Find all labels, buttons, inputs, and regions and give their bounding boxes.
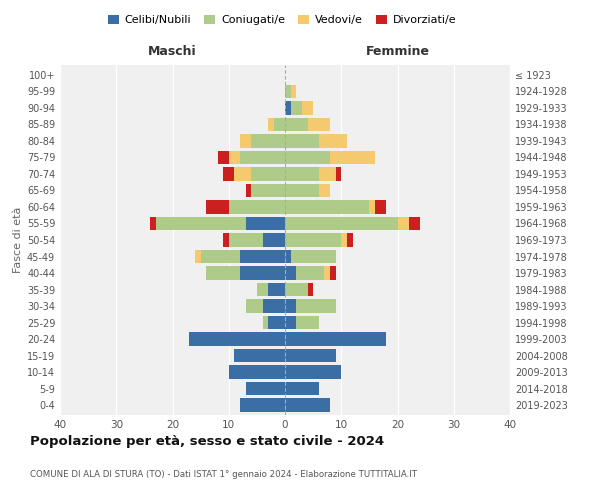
Bar — [229, 150, 240, 164]
Bar — [285, 283, 308, 296]
Y-axis label: Fasce di età: Fasce di età — [13, 207, 23, 273]
Bar — [290, 101, 302, 114]
Text: Femmine: Femmine — [365, 46, 430, 59]
Bar — [330, 266, 335, 280]
Bar — [235, 167, 251, 180]
Bar — [150, 216, 155, 230]
Bar — [296, 300, 335, 313]
Bar — [240, 250, 285, 264]
Bar — [218, 150, 229, 164]
Bar — [268, 283, 285, 296]
Bar — [245, 300, 263, 313]
Bar — [190, 332, 285, 346]
Bar — [251, 134, 285, 147]
Bar — [274, 118, 285, 131]
Bar — [235, 349, 285, 362]
Bar — [263, 316, 268, 330]
Bar — [240, 134, 251, 147]
Text: Popolazione per età, sesso e stato civile - 2024: Popolazione per età, sesso e stato civil… — [30, 435, 384, 448]
Bar — [296, 316, 319, 330]
Bar — [409, 216, 420, 230]
Bar — [325, 266, 330, 280]
Bar — [285, 316, 296, 330]
Bar — [240, 266, 285, 280]
Bar — [285, 216, 398, 230]
Bar — [206, 266, 240, 280]
Bar — [285, 266, 296, 280]
Text: Maschi: Maschi — [148, 46, 197, 59]
Bar — [375, 200, 386, 214]
Bar — [285, 200, 370, 214]
Bar — [251, 167, 285, 180]
Bar — [263, 233, 285, 247]
Bar — [319, 134, 347, 147]
Bar — [263, 300, 285, 313]
Bar — [285, 300, 296, 313]
Bar — [257, 283, 268, 296]
Bar — [268, 316, 285, 330]
Bar — [245, 382, 285, 396]
Bar — [319, 184, 330, 197]
Bar — [330, 150, 375, 164]
Bar — [229, 366, 285, 379]
Bar — [285, 118, 308, 131]
Bar — [290, 250, 335, 264]
Bar — [240, 398, 285, 412]
Bar — [229, 200, 285, 214]
Bar — [335, 167, 341, 180]
Bar — [285, 184, 319, 197]
Bar — [285, 398, 330, 412]
Bar — [240, 150, 285, 164]
Bar — [285, 167, 319, 180]
Bar — [223, 167, 235, 180]
Bar — [319, 167, 335, 180]
Bar — [285, 332, 386, 346]
Bar — [285, 366, 341, 379]
Legend: Celibi/Nubili, Coniugati/e, Vedovi/e, Divorziati/e: Celibi/Nubili, Coniugati/e, Vedovi/e, Di… — [103, 10, 461, 30]
Bar — [296, 266, 325, 280]
Bar — [251, 184, 285, 197]
Bar — [398, 216, 409, 230]
Bar — [229, 233, 263, 247]
Bar — [200, 250, 240, 264]
Bar — [245, 184, 251, 197]
Bar — [206, 200, 229, 214]
Bar — [285, 150, 330, 164]
Bar — [285, 134, 319, 147]
Bar — [195, 250, 200, 264]
Bar — [155, 216, 245, 230]
Bar — [285, 349, 335, 362]
Bar — [285, 382, 319, 396]
Bar — [308, 283, 313, 296]
Text: COMUNE DI ALA DI STURA (TO) - Dati ISTAT 1° gennaio 2024 - Elaborazione TUTTITAL: COMUNE DI ALA DI STURA (TO) - Dati ISTAT… — [30, 470, 417, 479]
Bar — [285, 250, 290, 264]
Bar — [285, 233, 341, 247]
Bar — [370, 200, 375, 214]
Bar — [347, 233, 353, 247]
Bar — [245, 216, 285, 230]
Bar — [302, 101, 313, 114]
Bar — [285, 84, 290, 98]
Bar — [268, 118, 274, 131]
Bar — [285, 101, 290, 114]
Bar — [223, 233, 229, 247]
Bar — [290, 84, 296, 98]
Bar — [341, 233, 347, 247]
Bar — [308, 118, 330, 131]
